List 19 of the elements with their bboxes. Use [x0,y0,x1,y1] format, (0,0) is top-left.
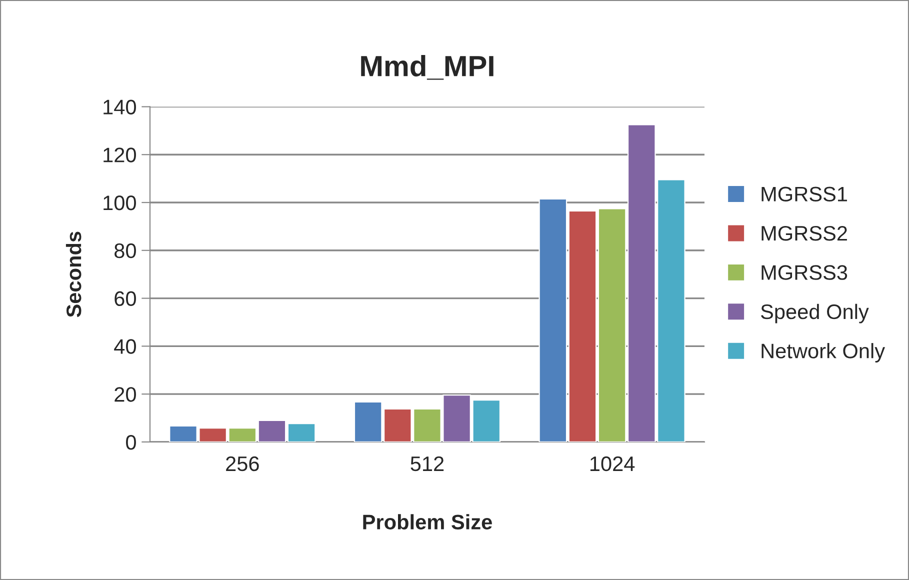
y-tick-label: 40 [114,339,136,354]
y-tick-label: 120 [104,148,136,162]
x-axis-title: Problem Size [363,514,492,530]
y-axis-title: Seconds [66,232,82,318]
legend-label: Network Only [762,343,886,362]
y-tick-label: 80 [114,243,136,258]
y-tick-label: 0 [126,434,136,450]
y-tick-label: 100 [104,196,136,210]
legend-label: MGRSS1 [762,186,847,202]
y-tick-label: 140 [104,100,136,114]
y-tick-label: 20 [114,387,136,402]
y-tick-label: 60 [114,291,136,306]
x-tick-label: 1024 [590,456,635,472]
chart-title: Mmd_MPI [361,55,494,80]
x-tick-label: 256 [226,456,259,472]
legend-label: MGRSS3 [762,265,848,280]
legend-label: Speed Only [760,304,869,324]
x-tick-label: 512 [410,456,444,472]
legend-label: MGRSS2 [762,226,847,241]
